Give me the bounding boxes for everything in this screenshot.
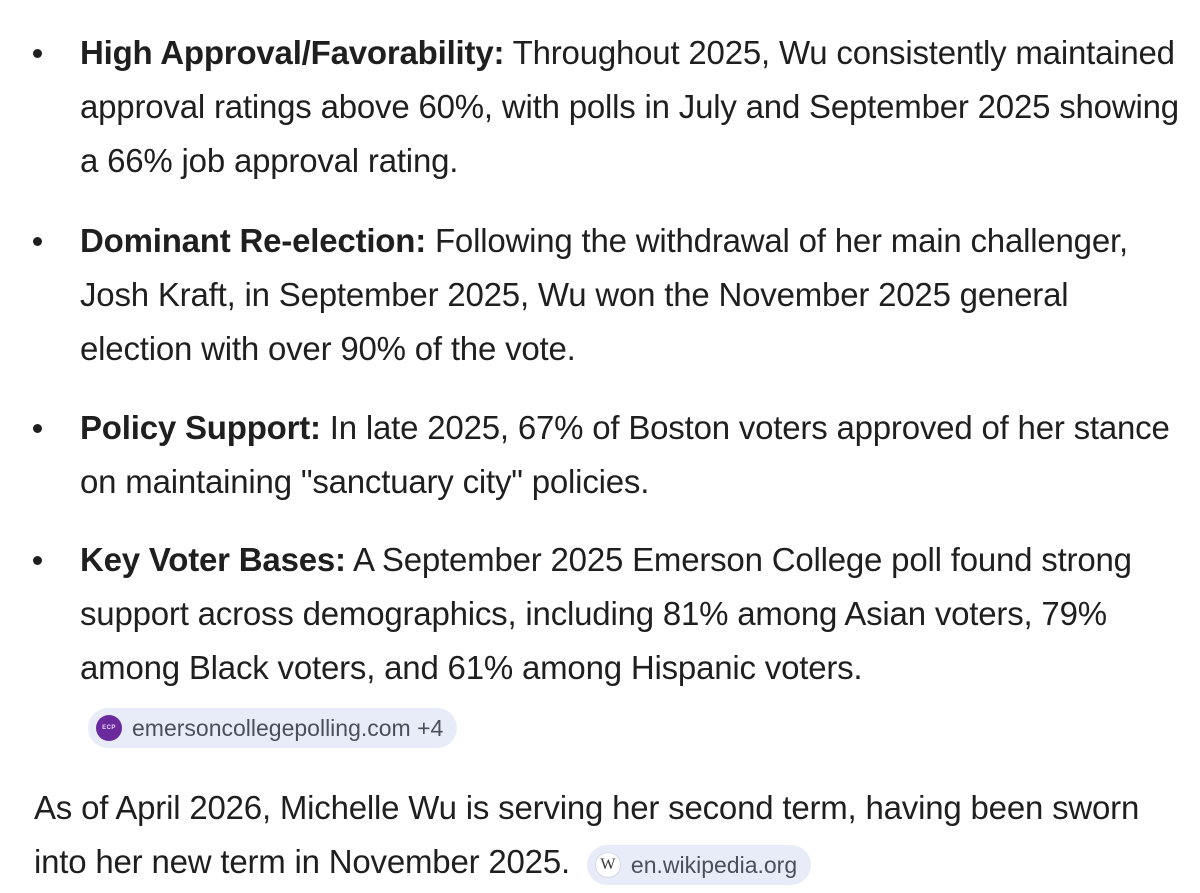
list-item: Dominant Re-election: Following the with… xyxy=(33,214,1185,376)
source-chip-label: en.wikipedia.org xyxy=(630,852,798,878)
emerson-college-polling-logo-icon: ECP xyxy=(96,715,122,741)
list-item: Policy Support: In late 2025, 67% of Bos… xyxy=(33,401,1185,509)
bullet-text: Throughout 2025, Wu consistently maintai… xyxy=(80,34,1179,179)
bullet-icon xyxy=(33,424,42,433)
summary-paragraph: As of April 2026, Michelle Wu is serving… xyxy=(34,781,1184,889)
bullet-label: Dominant Re-election: xyxy=(80,222,426,259)
bullet-text: Following the withdrawal of her main cha… xyxy=(80,222,1128,367)
bullet-label: High Approval/Favorability: xyxy=(80,34,505,71)
source-chip-label: emersoncollegepolling.com +4 xyxy=(132,715,444,741)
bullet-icon xyxy=(33,237,42,246)
wikipedia-logo-icon: W xyxy=(594,852,621,878)
bullet-label: Key Voter Bases: xyxy=(80,541,346,578)
list-item: Key Voter Bases: A September 2025 Emerso… xyxy=(33,533,1185,749)
bullet-icon xyxy=(33,49,42,58)
summary-text: As of April 2026, Michelle Wu is serving… xyxy=(34,789,1140,880)
bullet-text: A September 2025 Emerson College poll fo… xyxy=(80,541,1132,686)
bullet-label: Policy Support: xyxy=(80,409,321,446)
source-chip-emersoncollegepolling[interactable]: ECP emersoncollegepolling.com +4 xyxy=(88,708,458,748)
bullet-text: In late 2025, 67% of Boston voters appro… xyxy=(80,409,1170,500)
bullet-icon xyxy=(33,556,42,565)
source-chip-wikipedia[interactable]: W en.wikipedia.org xyxy=(586,845,812,885)
list-item: High Approval/Favorability: Throughout 2… xyxy=(33,26,1185,188)
